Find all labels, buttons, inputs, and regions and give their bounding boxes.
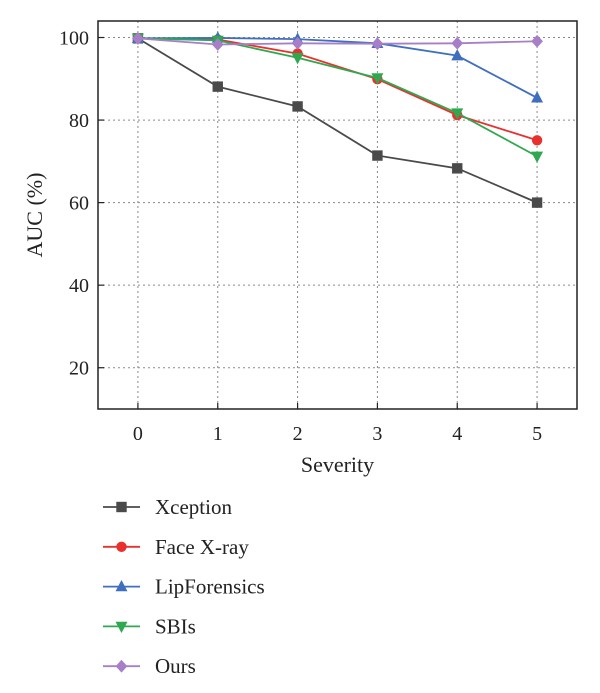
data-point-sbis-3 bbox=[371, 73, 384, 85]
data-point-ours-0 bbox=[132, 31, 144, 45]
legend-marker-face-x-ray bbox=[116, 541, 127, 553]
legend-label-xception: Xception bbox=[155, 495, 232, 519]
plot-frame bbox=[97, 20, 578, 410]
series-line-sbis bbox=[137, 37, 538, 158]
data-point-ours-2 bbox=[291, 36, 304, 50]
x-tick-label-0: 0 bbox=[133, 423, 143, 445]
x-tick-label-5: 5 bbox=[532, 423, 542, 445]
y-tick-label-60: 60 bbox=[69, 193, 89, 215]
x-axis-title: Severity bbox=[301, 452, 374, 477]
x-tick-label-2: 2 bbox=[293, 423, 303, 445]
data-point-xception-5 bbox=[531, 197, 543, 208]
data-point-sbis-5 bbox=[531, 151, 544, 164]
legend-label-ours: Ours bbox=[155, 654, 196, 678]
data-point-xception-1 bbox=[212, 81, 223, 92]
legend-marker-sbis bbox=[115, 621, 128, 634]
series-face-x-ray bbox=[132, 33, 543, 146]
series-group bbox=[131, 31, 544, 208]
legend-label-sbis: SBIs bbox=[155, 614, 196, 638]
data-point-sbis-2 bbox=[291, 53, 304, 65]
data-point-ours-1 bbox=[211, 38, 224, 51]
y-tick-label-40: 40 bbox=[69, 275, 89, 297]
legend-marker-xception bbox=[116, 501, 127, 513]
x-tick-label-1: 1 bbox=[213, 423, 223, 445]
legend-entry-xception: Xception bbox=[103, 495, 232, 519]
legend-entry-ours: Ours bbox=[103, 654, 196, 678]
y-tick-label-20: 20 bbox=[69, 358, 89, 380]
data-point-ours-3 bbox=[371, 37, 384, 51]
data-point-ours-5 bbox=[531, 34, 543, 48]
legend-marker-ours bbox=[115, 659, 128, 673]
legend-marker-lipforensics bbox=[115, 579, 128, 592]
y-axis-title: AUC (%) bbox=[22, 173, 47, 258]
x-axis: 0 1 2 3 4 5 bbox=[133, 403, 542, 445]
data-point-sbis-4 bbox=[451, 108, 464, 120]
series-ours bbox=[132, 31, 543, 51]
data-point-face-x-ray-5 bbox=[531, 135, 543, 146]
data-point-xception-3 bbox=[372, 150, 383, 161]
legend-entry-sbis: SBIs bbox=[103, 614, 196, 638]
series-line-ours bbox=[137, 37, 538, 46]
series-line-lipforensics bbox=[137, 37, 538, 99]
legend: Xception Face X-ray LipForensics SBIs Ours bbox=[103, 495, 265, 678]
y-axis: 20 40 60 80 100 bbox=[59, 28, 104, 380]
data-point-xception-2 bbox=[292, 101, 303, 112]
data-point-ours-4 bbox=[451, 36, 464, 50]
legend-entry-face-x-ray: Face X-ray bbox=[103, 535, 249, 559]
data-point-lipforensics-4 bbox=[451, 49, 464, 61]
data-point-xception-4 bbox=[452, 163, 463, 174]
legend-label-lipforensics: LipForensics bbox=[155, 575, 265, 599]
legend-entry-lipforensics: LipForensics bbox=[103, 575, 265, 599]
data-point-lipforensics-5 bbox=[531, 91, 544, 103]
x-tick-label-3: 3 bbox=[372, 423, 382, 445]
y-tick-label-100: 100 bbox=[59, 28, 89, 50]
legend-label-face-x-ray: Face X-ray bbox=[155, 535, 249, 559]
series-sbis bbox=[131, 33, 544, 164]
y-tick-label-80: 80 bbox=[69, 110, 89, 132]
series-line-face-x-ray bbox=[137, 37, 538, 142]
x-tick-label-4: 4 bbox=[452, 423, 462, 445]
series-line-xception bbox=[137, 37, 538, 204]
grid bbox=[98, 21, 577, 409]
